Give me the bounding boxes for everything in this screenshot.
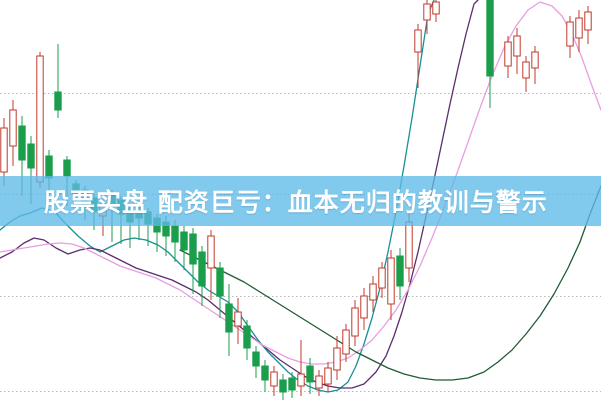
candle-body [36, 55, 44, 183]
candle-body [369, 283, 377, 301]
candle-body [216, 267, 224, 297]
ma-line [0, 1, 601, 365]
candle-body [171, 225, 179, 243]
candle-body [360, 295, 368, 319]
candle-body [9, 109, 17, 147]
candle-body [180, 231, 188, 251]
headline-text: 股票实盘 配资巨亏：血本无归的教训与警示 [44, 188, 548, 217]
ma-line [179, 185, 601, 381]
candle-body [252, 351, 260, 367]
candle-body [513, 35, 521, 57]
candle-body [0, 127, 8, 173]
candle-body [324, 367, 332, 385]
candle-body [423, 3, 431, 21]
candle-body [261, 365, 269, 381]
candle-body [566, 21, 574, 47]
candle-body [54, 91, 62, 111]
candle-body [486, 0, 494, 77]
candle-body [432, 1, 440, 15]
candle-body [396, 255, 404, 287]
headline-banner: 股票实盘 配资巨亏：血本无归的教训与警示 [0, 176, 601, 226]
candle-body [378, 267, 386, 289]
candle-body [414, 29, 422, 53]
candle-body [504, 41, 512, 67]
candle-body [225, 303, 233, 333]
candle-body [198, 251, 206, 287]
candle-body [584, 11, 592, 31]
candle-body [279, 379, 287, 393]
candle-body [234, 311, 242, 327]
candle-body [18, 125, 26, 161]
candle-body [387, 257, 395, 305]
candle-body [351, 307, 359, 337]
candle-body [306, 365, 314, 383]
candle-body [342, 329, 350, 355]
candle-body [45, 155, 53, 179]
candle-body [522, 61, 530, 79]
candle-body [315, 375, 323, 389]
candle-body [575, 17, 583, 39]
candle-body [207, 235, 215, 269]
candle-body [405, 221, 413, 269]
candle-body [333, 347, 341, 371]
candle-body [270, 371, 278, 387]
candle-body [189, 233, 197, 265]
candle-body [288, 377, 296, 391]
candle-body [63, 159, 71, 177]
candle-body [243, 325, 251, 349]
candle-body [531, 51, 539, 69]
candle-body [27, 143, 35, 169]
candle-body [297, 373, 305, 387]
